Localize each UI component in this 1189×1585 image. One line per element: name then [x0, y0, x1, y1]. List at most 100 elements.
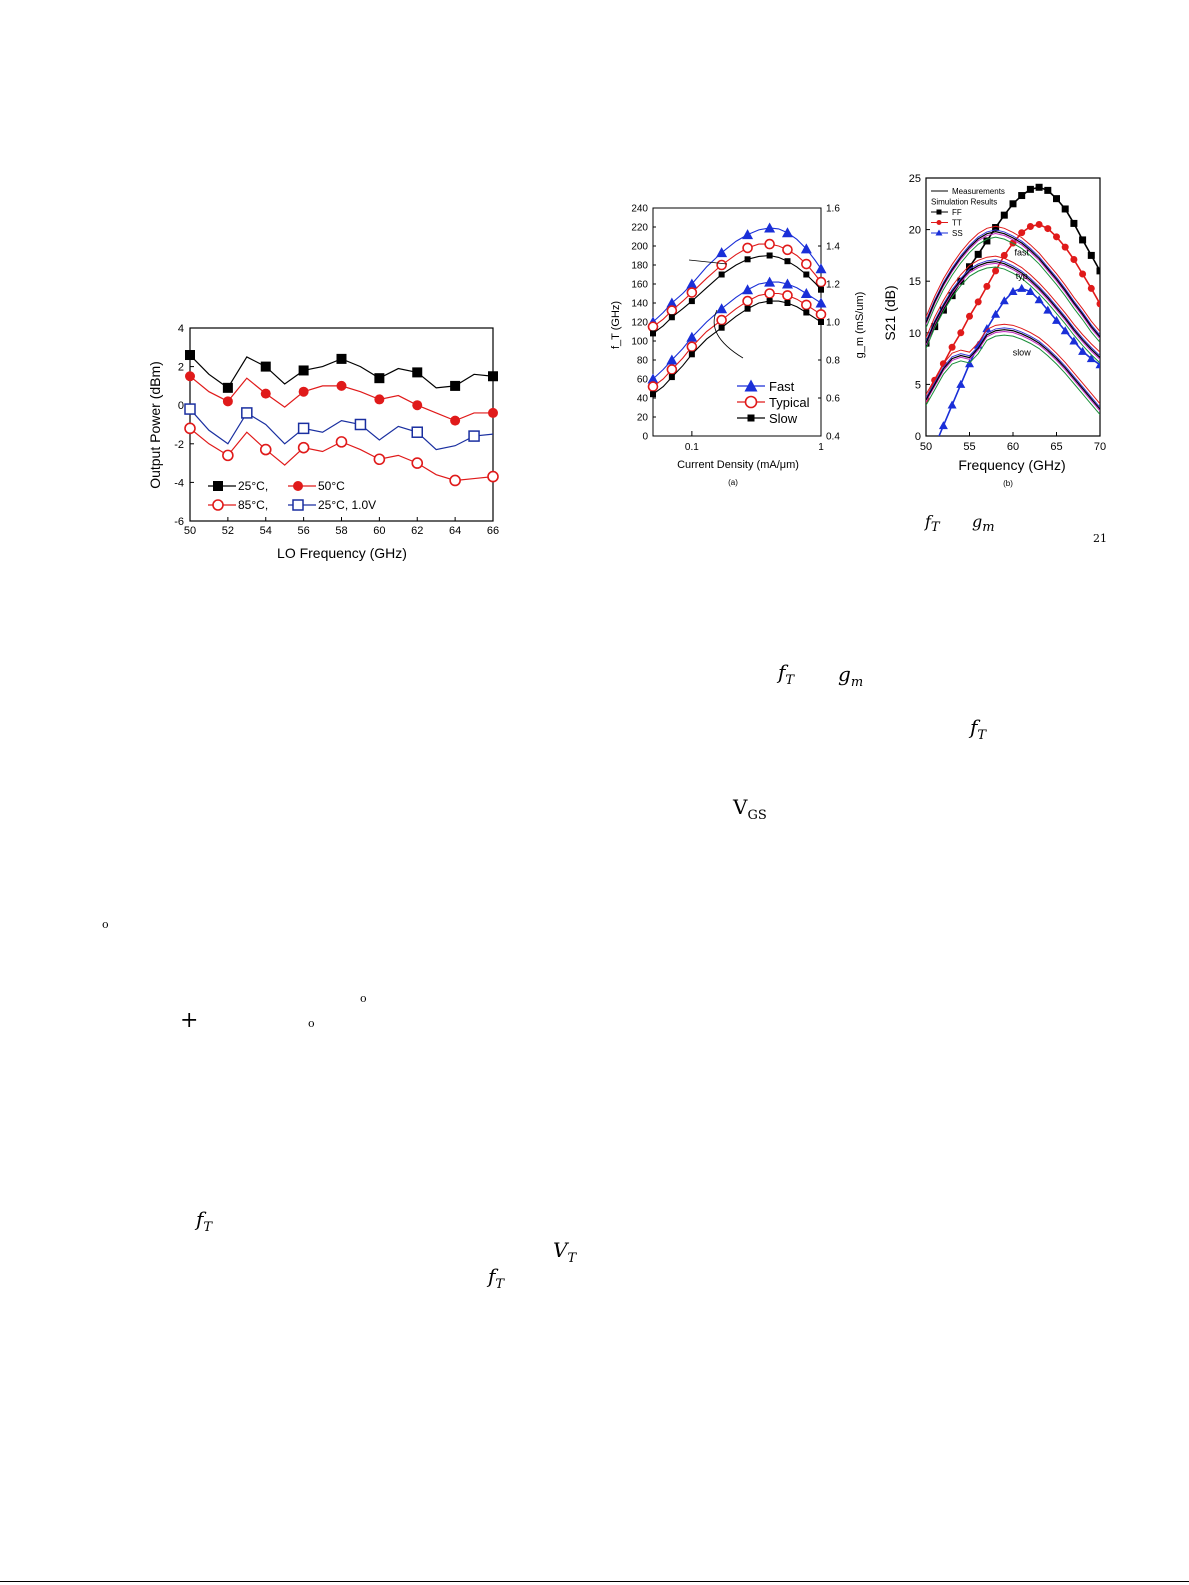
chart1-marker [782, 244, 793, 256]
chart2-marker [1087, 284, 1095, 292]
chart0-marker [222, 449, 234, 462]
chart0-ytick-label: 2 [178, 362, 184, 374]
chart2-marker [1079, 270, 1087, 278]
chart0-legend-marker [293, 481, 303, 491]
chart2-bundle-line [926, 331, 1100, 412]
chart2-bundle-line [926, 255, 1100, 353]
chart0-xtick-label: 52 [222, 525, 234, 537]
chart1-marker [742, 284, 754, 295]
chart2-legend-label: SS [952, 229, 963, 238]
chart2-caption: (b) [1003, 479, 1013, 488]
chart1-caption: (a) [728, 478, 738, 487]
plus-sign: + [180, 1008, 199, 1033]
degree-mark-2: o [360, 992, 367, 1005]
chart1-marker [764, 238, 775, 250]
chart2-legend-label: FF [952, 208, 962, 217]
chart0-marker [374, 373, 385, 384]
chart0-marker [411, 426, 423, 438]
chart2-marker [983, 282, 991, 290]
chart0-marker [373, 453, 386, 466]
chart2-marker [957, 277, 965, 285]
chart0-ytick-label: -4 [174, 477, 184, 489]
chart2-marker [948, 343, 956, 351]
fig-caption-21: 21 [1093, 532, 1107, 545]
chart2-marker [992, 267, 1000, 275]
chart2-marker [1053, 195, 1060, 203]
chart2-marker [1096, 267, 1100, 275]
chart2-bundle-line [926, 323, 1100, 405]
math-ft-1: fT [778, 660, 795, 688]
chart0-marker [412, 400, 423, 411]
chart2-marker [922, 462, 931, 470]
chart0-marker [335, 436, 348, 448]
chart0-xtick-label: 50 [184, 525, 196, 537]
chart2-ytick-label: 15 [909, 276, 921, 288]
chart0-xtick-label: 64 [449, 525, 461, 537]
chart2-annotation: slow [1013, 348, 1032, 358]
chart1-ytick-label: 180 [631, 261, 648, 272]
chart2-marker [1035, 183, 1043, 191]
chart0-marker [260, 388, 271, 399]
chart0-marker [374, 394, 385, 405]
chart1-ytick-label: 100 [631, 337, 648, 348]
math-ft-3: fT [196, 1207, 213, 1235]
chart0-marker [488, 407, 498, 418]
chart2-bundle-line [926, 236, 1100, 343]
chart0-legend-marker [212, 499, 224, 511]
chart1-marker [742, 242, 753, 254]
chart2-marker [947, 400, 957, 409]
chart1-marker [801, 299, 812, 311]
chart2-bundle-line [926, 225, 1100, 332]
math-vgs: VGS [733, 795, 767, 823]
chart0-marker [222, 396, 233, 407]
chart0-ytick-label: -6 [174, 516, 184, 528]
chart0-marker [468, 430, 480, 442]
chart2-marker [957, 329, 965, 337]
chart2-marker [1052, 315, 1061, 324]
chart1-marker [686, 278, 698, 289]
chart1-xlabel: Current Density (mA/μm) [677, 459, 799, 471]
chart2-marker [992, 224, 1000, 232]
chart1-marker [782, 290, 793, 301]
footer-rule [0, 1581, 1189, 1582]
chart1-marker [803, 309, 810, 316]
chart2-marker [991, 309, 1001, 318]
ft-gm-chart: 0.1 1 0 20 40 60 80 100 120 140 160 180 200 220 240 0.4… [610, 204, 866, 488]
chart1-marker [818, 319, 824, 325]
chart0-ytick-label: 0 [178, 400, 184, 412]
chart0-legend-label: 85°C, [238, 498, 268, 512]
chart0-ytick-label: 4 [178, 323, 184, 335]
chart2-marker [1087, 251, 1095, 259]
chart0-marker [449, 474, 461, 487]
chart1-series-line [652, 254, 822, 334]
chart1-marker [800, 243, 812, 254]
chart0-marker [298, 386, 309, 397]
chart2-marker [1018, 229, 1026, 237]
chart2-annotation: fast [1014, 247, 1029, 257]
chart2-legend-label: Measurements [952, 187, 1005, 196]
chart1-ytick-label: 40 [637, 394, 649, 405]
chart0-xtick-label: 60 [373, 525, 385, 537]
chart1-marker [716, 259, 727, 271]
chart0-marker [185, 350, 195, 361]
chart1-legend-label: Fast [769, 379, 795, 394]
chart2-marker [1096, 300, 1100, 308]
chart1-marker [815, 263, 827, 274]
chart2-bundle-line [926, 259, 1100, 357]
chart1-xtick-label: 0.1 [685, 442, 699, 453]
chart1-marker [650, 391, 656, 398]
chart1-marker [800, 288, 812, 298]
chart2-marker [974, 250, 982, 258]
fig-caption-ft: fT [925, 512, 940, 536]
chart2-bundle-line [926, 262, 1100, 360]
chart1-y2tick-label: 0.4 [826, 432, 840, 443]
chart1-marker [742, 295, 753, 307]
chart0-marker [450, 415, 461, 426]
chart2-marker [1018, 192, 1026, 200]
chart2-marker [1026, 185, 1034, 193]
chart1-legend-marker [744, 395, 758, 409]
chart1-marker [803, 271, 810, 278]
chart2-marker [1070, 256, 1078, 264]
chart2-bundle-line [926, 327, 1100, 408]
chart1-ytick-label: 80 [637, 356, 649, 367]
